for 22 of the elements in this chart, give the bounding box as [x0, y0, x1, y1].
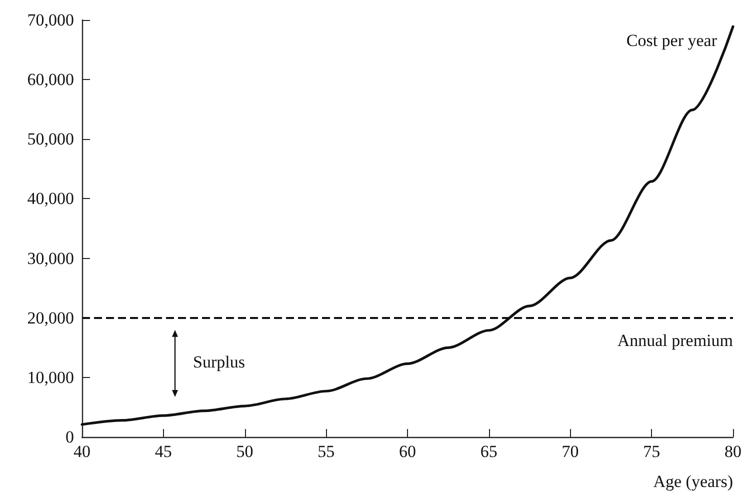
x-tick-label: 50: [236, 442, 254, 461]
y-tick-label: 40,000: [27, 189, 74, 208]
x-tick-label: 60: [399, 442, 416, 461]
line-series: [80, 25, 734, 426]
y-tick-label: 60,000: [27, 70, 74, 90]
y-tick-label: 0: [66, 428, 74, 446]
x-tick-label: 75: [643, 442, 660, 461]
x-tick-label: 45: [154, 442, 172, 461]
y-tick-label: 30,000: [27, 248, 74, 268]
y-tick-label: 70,000: [27, 10, 74, 30]
y-tick-label: 20,000: [27, 308, 74, 328]
x-axis-title: Age (years): [653, 472, 733, 491]
y-tick-label: 50,000: [27, 130, 74, 149]
series-label: Cost per year: [626, 31, 718, 50]
ref-line-label: Annual premium: [617, 330, 733, 350]
x-tick-label: 80: [724, 442, 742, 461]
x-tick-label: 40: [74, 442, 90, 461]
x-tick-label: 65: [480, 442, 498, 461]
annotation: Surplus: [193, 352, 245, 372]
x-tick-label: 55: [318, 442, 335, 461]
x-tick-label: 70: [562, 442, 579, 461]
y-tick-label: 10,000: [27, 368, 74, 387]
